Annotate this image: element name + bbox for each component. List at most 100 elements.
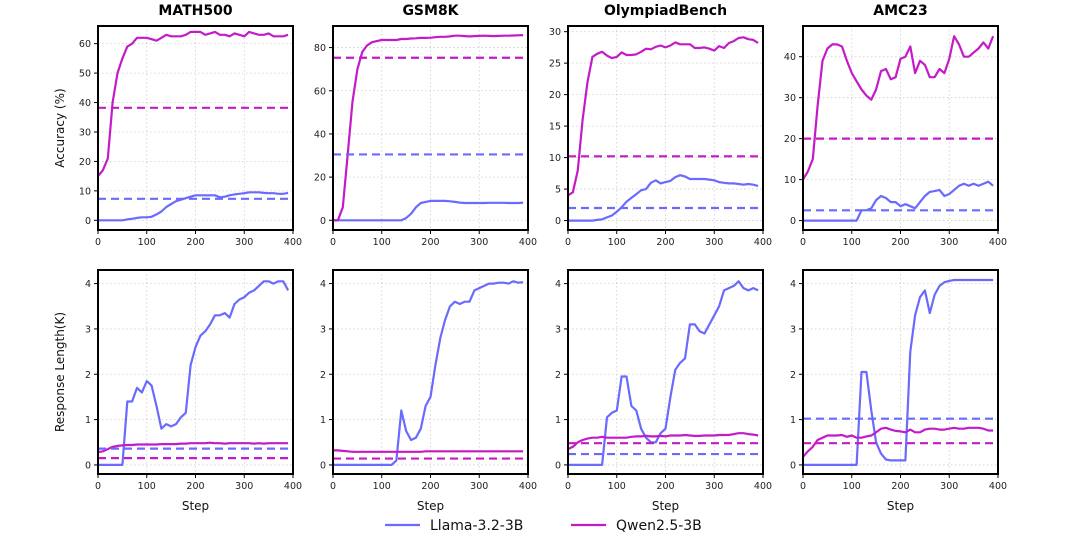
- x-tick-label: 400: [284, 237, 302, 248]
- x-axis-label: Step: [417, 499, 444, 513]
- x-tick-label: 200: [421, 481, 439, 492]
- series-line-llama-3.2-3b: [98, 191, 289, 222]
- panel-length-0: 0 100 200 300 400 0 1 2 3 4 Response Length(K) Step: [53, 269, 302, 513]
- panel-amc23: 0 100 200 300 400 0 10 20 30 40 AMC23: [784, 3, 1007, 248]
- x-tick-label: 300: [470, 481, 488, 492]
- x-tick-label: 400: [989, 481, 1007, 492]
- y-tick-label: 20: [784, 134, 796, 145]
- x-tick-label: 400: [519, 481, 537, 492]
- x-axis-label: Step: [652, 499, 679, 513]
- panel-title: MATH500: [158, 3, 232, 19]
- y-tick-label: 25: [549, 59, 561, 70]
- series-line-qwen2.5-3b: [567, 432, 759, 451]
- x-tick-label: 400: [284, 481, 302, 492]
- panel-title: GSM8K: [402, 3, 459, 19]
- x-tick-label: 200: [656, 481, 674, 492]
- x-tick-label: 100: [138, 237, 156, 248]
- x-tick-label: 400: [754, 237, 772, 248]
- series-line-qwen2.5-3b: [97, 441, 289, 454]
- y-tick-label: 3: [555, 324, 561, 335]
- y-tick-label: 20: [79, 157, 91, 168]
- x-tick-label: 0: [330, 237, 336, 248]
- y-tick-label: 3: [85, 324, 91, 335]
- y-tick-label: 20: [549, 90, 561, 101]
- y-tick-label: 10: [549, 153, 561, 164]
- y-tick-label: 0: [555, 216, 561, 227]
- legend-label: Llama-3.2-3B: [430, 518, 523, 534]
- series-line-llama-3.2-3b: [568, 174, 759, 222]
- series-line-llama-3.2-3b: [803, 278, 994, 466]
- y-tick-label: 0: [790, 216, 796, 227]
- panel-olympiadbench: 0 100 200 300 400 0 5 10 15 20 25 30 OlympiadBench: [549, 3, 772, 248]
- y-tick-label: 40: [784, 52, 796, 63]
- x-tick-label: 0: [95, 481, 101, 492]
- series-line-llama-3.2-3b: [803, 180, 994, 222]
- y-tick-label: 0: [85, 216, 91, 227]
- y-tick-label: 1: [555, 415, 561, 426]
- x-tick-label: 400: [519, 237, 537, 248]
- x-tick-label: 100: [843, 237, 861, 248]
- y-tick-label: 2: [790, 370, 796, 381]
- axes-frame: [97, 269, 294, 475]
- axes-frame: [332, 269, 529, 475]
- y-tick-label: 4: [85, 279, 91, 290]
- y-tick-label: 4: [320, 279, 326, 290]
- y-tick-label: 1: [790, 415, 796, 426]
- axes-frame: [332, 25, 529, 231]
- x-tick-label: 300: [235, 237, 253, 248]
- x-tick-label: 300: [470, 237, 488, 248]
- x-axis-label: Step: [182, 499, 209, 513]
- y-tick-label: 50: [79, 69, 91, 80]
- y-tick-label: 2: [85, 370, 91, 381]
- axes-frame: [97, 25, 294, 231]
- series-line-llama-3.2-3b: [333, 280, 524, 466]
- x-tick-label: 100: [608, 481, 626, 492]
- axes-frame: [567, 269, 764, 475]
- y-tick-label: 10: [784, 175, 796, 186]
- series-line-llama-3.2-3b: [98, 280, 290, 466]
- x-tick-label: 100: [608, 237, 626, 248]
- x-tick-label: 300: [940, 237, 958, 248]
- y-tick-label: 30: [784, 93, 796, 104]
- series-line-llama-3.2-3b: [568, 280, 759, 466]
- x-tick-label: 100: [373, 481, 391, 492]
- series-line-qwen2.5-3b: [97, 30, 289, 177]
- x-tick-label: 0: [565, 237, 571, 248]
- series-line-qwen2.5-3b: [802, 35, 995, 181]
- y-tick-label: 20: [314, 173, 326, 184]
- panel-length-1: 0 100 200 300 400 0 1 2 3 4 Step: [320, 269, 537, 513]
- series-line-qwen2.5-3b: [802, 426, 994, 458]
- x-tick-label: 200: [891, 237, 909, 248]
- x-tick-label: 200: [186, 237, 204, 248]
- y-tick-label: 3: [790, 324, 796, 335]
- axes-frame: [802, 269, 999, 475]
- y-tick-label: 4: [790, 279, 796, 290]
- y-tick-label: 4: [555, 279, 561, 290]
- x-tick-label: 0: [565, 481, 571, 492]
- y-tick-label: 0: [320, 460, 326, 471]
- y-tick-label: 1: [85, 415, 91, 426]
- series-line-qwen2.5-3b: [333, 34, 524, 222]
- x-tick-label: 0: [800, 481, 806, 492]
- y-tick-label: 60: [79, 39, 91, 50]
- y-tick-label: 80: [314, 43, 326, 54]
- panel-title: AMC23: [873, 3, 928, 19]
- y-tick-label: 60: [314, 86, 326, 97]
- y-tick-label: 10: [79, 186, 91, 197]
- panel-title: OlympiadBench: [604, 3, 727, 19]
- x-tick-label: 300: [940, 481, 958, 492]
- y-tick-label: 2: [555, 370, 561, 381]
- y-tick-label: 0: [85, 460, 91, 471]
- panel-math500: 0 100 200 300 400 0 10 20 30 40 50 60 MATH500 Accurac…: [53, 3, 302, 248]
- panel-gsm8k: 0 100 200 300 400 0 20 40 60 80 GSM8K: [314, 3, 537, 248]
- y-tick-label: 30: [549, 27, 561, 38]
- panel-length-2: 0 100 200 300 400 0 1 2 3 4 Step: [555, 269, 772, 513]
- panel-length-3: 0 100 200 300 400 0 1 2 3 4 Step: [790, 269, 1007, 513]
- y-tick-label: 30: [79, 127, 91, 138]
- legend: Llama-3.2-3B Qwen2.5-3B: [385, 518, 702, 534]
- axes-frame: [802, 25, 999, 231]
- x-tick-label: 100: [843, 481, 861, 492]
- x-tick-label: 300: [705, 481, 723, 492]
- series-line-llama-3.2-3b: [333, 199, 524, 222]
- x-tick-label: 0: [330, 481, 336, 492]
